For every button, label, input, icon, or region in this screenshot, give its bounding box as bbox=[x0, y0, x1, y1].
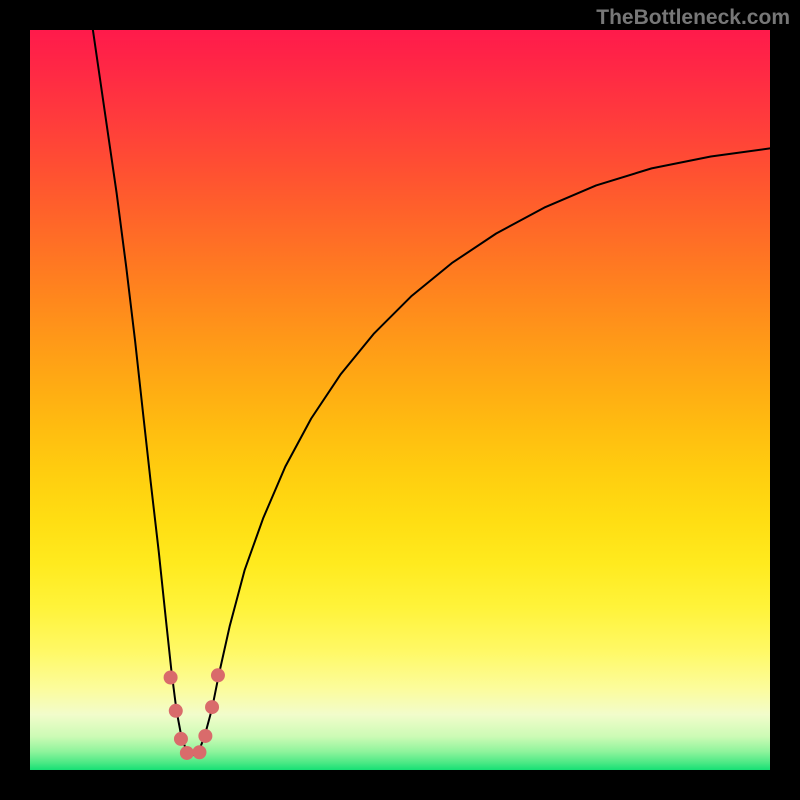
watermark-text: TheBottleneck.com bbox=[596, 6, 790, 30]
dip-marker bbox=[205, 700, 219, 714]
chart-container: TheBottleneck.com bbox=[0, 0, 800, 800]
bottleneck-curve-chart bbox=[30, 30, 770, 770]
dip-marker bbox=[180, 746, 194, 760]
plot-area bbox=[30, 30, 770, 770]
dip-marker bbox=[169, 704, 183, 718]
dip-marker bbox=[192, 745, 206, 759]
dip-marker bbox=[211, 668, 225, 682]
dip-marker bbox=[174, 732, 188, 746]
dip-marker bbox=[164, 671, 178, 685]
dip-marker bbox=[198, 729, 212, 743]
